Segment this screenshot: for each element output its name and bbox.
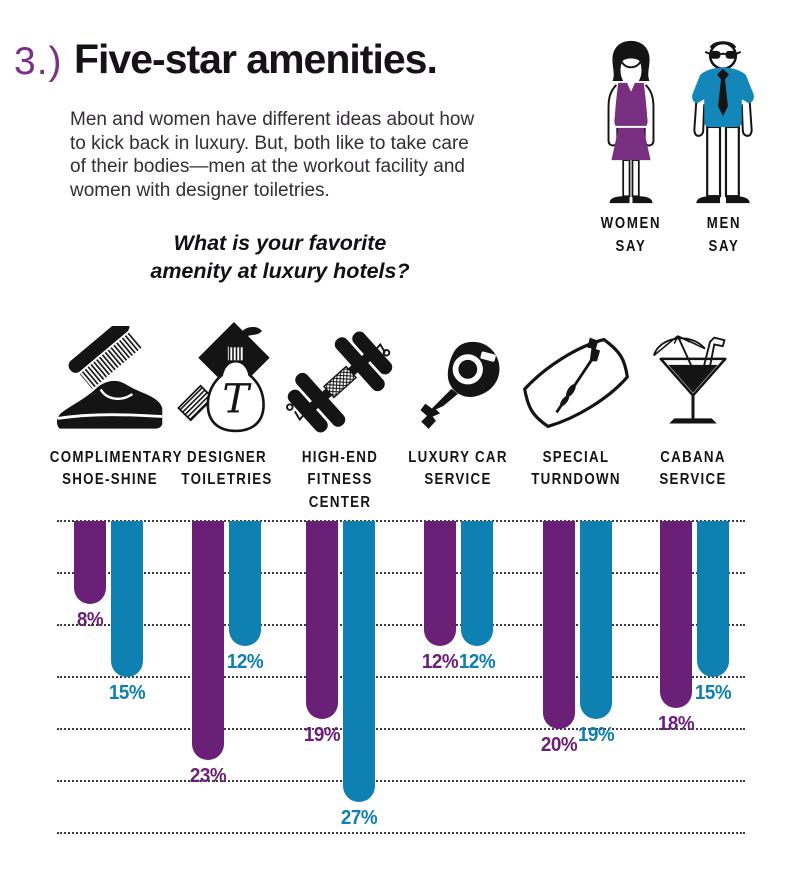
bar-value-label: 23% bbox=[189, 764, 227, 788]
cocktail-icon bbox=[652, 335, 727, 424]
bar-men-car-service: 12% bbox=[459, 521, 496, 673]
bar-women-car-service: 12% bbox=[422, 521, 459, 673]
bar-value-label: 12% bbox=[226, 649, 264, 673]
bar-women-shoe-shine: 8% bbox=[74, 521, 106, 631]
bar-value-label: 15% bbox=[108, 681, 146, 704]
section-number: 3.) bbox=[14, 40, 63, 83]
category-cabana: CABANA SERVICE bbox=[623, 310, 763, 492]
pillow-icon bbox=[522, 337, 629, 429]
bar-pair-toiletries: 23% 12% bbox=[190, 521, 264, 787]
gridline bbox=[57, 728, 745, 730]
gridline bbox=[57, 780, 745, 782]
survey-question: What is your favorite amenity at luxury … bbox=[78, 230, 482, 286]
bar-men-shoe-shine: 15% bbox=[109, 521, 146, 704]
car-key-icon bbox=[420, 341, 500, 429]
bar-value-label: 20% bbox=[540, 733, 578, 756]
bar-value-label: 15% bbox=[694, 681, 732, 704]
gridline bbox=[57, 572, 745, 574]
bar-pair-shoe-shine: 8% 15% bbox=[74, 521, 146, 704]
gridline bbox=[57, 832, 745, 834]
bar-women-toiletries: 23% bbox=[190, 521, 227, 787]
gridline bbox=[57, 624, 745, 626]
category-fitness: HIGH-END FITNESS CENTER bbox=[270, 310, 410, 514]
bar-pair-turndown: 20% 19% bbox=[541, 521, 615, 756]
description-text: Men and women have different ideas about… bbox=[70, 109, 475, 201]
bar-men-fitness: 27% bbox=[341, 521, 378, 829]
legend-label-women: WOMEN SAY bbox=[600, 215, 662, 256]
bar-men-turndown: 19% bbox=[578, 521, 615, 746]
gridline bbox=[57, 676, 745, 678]
category-shoe-shine: COMPLIMENTARY SHOE-SHINE bbox=[40, 310, 182, 492]
bar-value-label: 19% bbox=[303, 722, 341, 746]
bar-pair-cabana: 18% 15% bbox=[658, 521, 732, 735]
survey-question-line1: What is your favorite bbox=[173, 231, 387, 255]
category-turndown: SPECIAL TURNDOWN bbox=[506, 310, 646, 492]
survey-question-line2: amenity at luxury hotels? bbox=[150, 258, 410, 283]
bar-value-label: 18% bbox=[657, 712, 695, 736]
toiletries-monogram: T bbox=[222, 377, 252, 423]
bar-pair-fitness: 19% 27% bbox=[304, 521, 378, 829]
bar-pair-car-service: 12% 12% bbox=[422, 521, 496, 673]
category-car-service: LUXURY CAR SERVICE bbox=[388, 310, 528, 492]
bar-men-cabana: 15% bbox=[695, 521, 732, 704]
woman-figure-icon bbox=[607, 40, 655, 204]
dumbbell-icon bbox=[286, 331, 393, 433]
bar-value-label: 19% bbox=[577, 722, 615, 746]
bar-value-label: 12% bbox=[421, 649, 459, 673]
page-title: Five-star amenities. bbox=[74, 36, 438, 82]
man-figure-icon bbox=[692, 41, 754, 204]
toiletries-icon: T bbox=[177, 322, 270, 433]
gridline bbox=[57, 520, 745, 522]
bar-women-fitness: 19% bbox=[304, 521, 341, 746]
bar-value-label: 27% bbox=[340, 805, 378, 829]
bar-value-label: 8% bbox=[76, 608, 104, 632]
bar-men-toiletries: 12% bbox=[227, 521, 264, 673]
amenities-bar-chart: 8% 15% 23% 12% 19% 27% 12% 12% 20% 19% 1… bbox=[57, 520, 745, 834]
category-toiletries: T DESIGNER TOILETRIES bbox=[157, 310, 297, 492]
bar-value-label: 12% bbox=[458, 649, 496, 673]
shoe-shine-icon bbox=[56, 326, 163, 429]
legend-label-men: MEN SAY bbox=[706, 215, 742, 256]
bar-women-cabana: 18% bbox=[658, 521, 695, 735]
bar-women-turndown: 20% bbox=[541, 521, 578, 756]
